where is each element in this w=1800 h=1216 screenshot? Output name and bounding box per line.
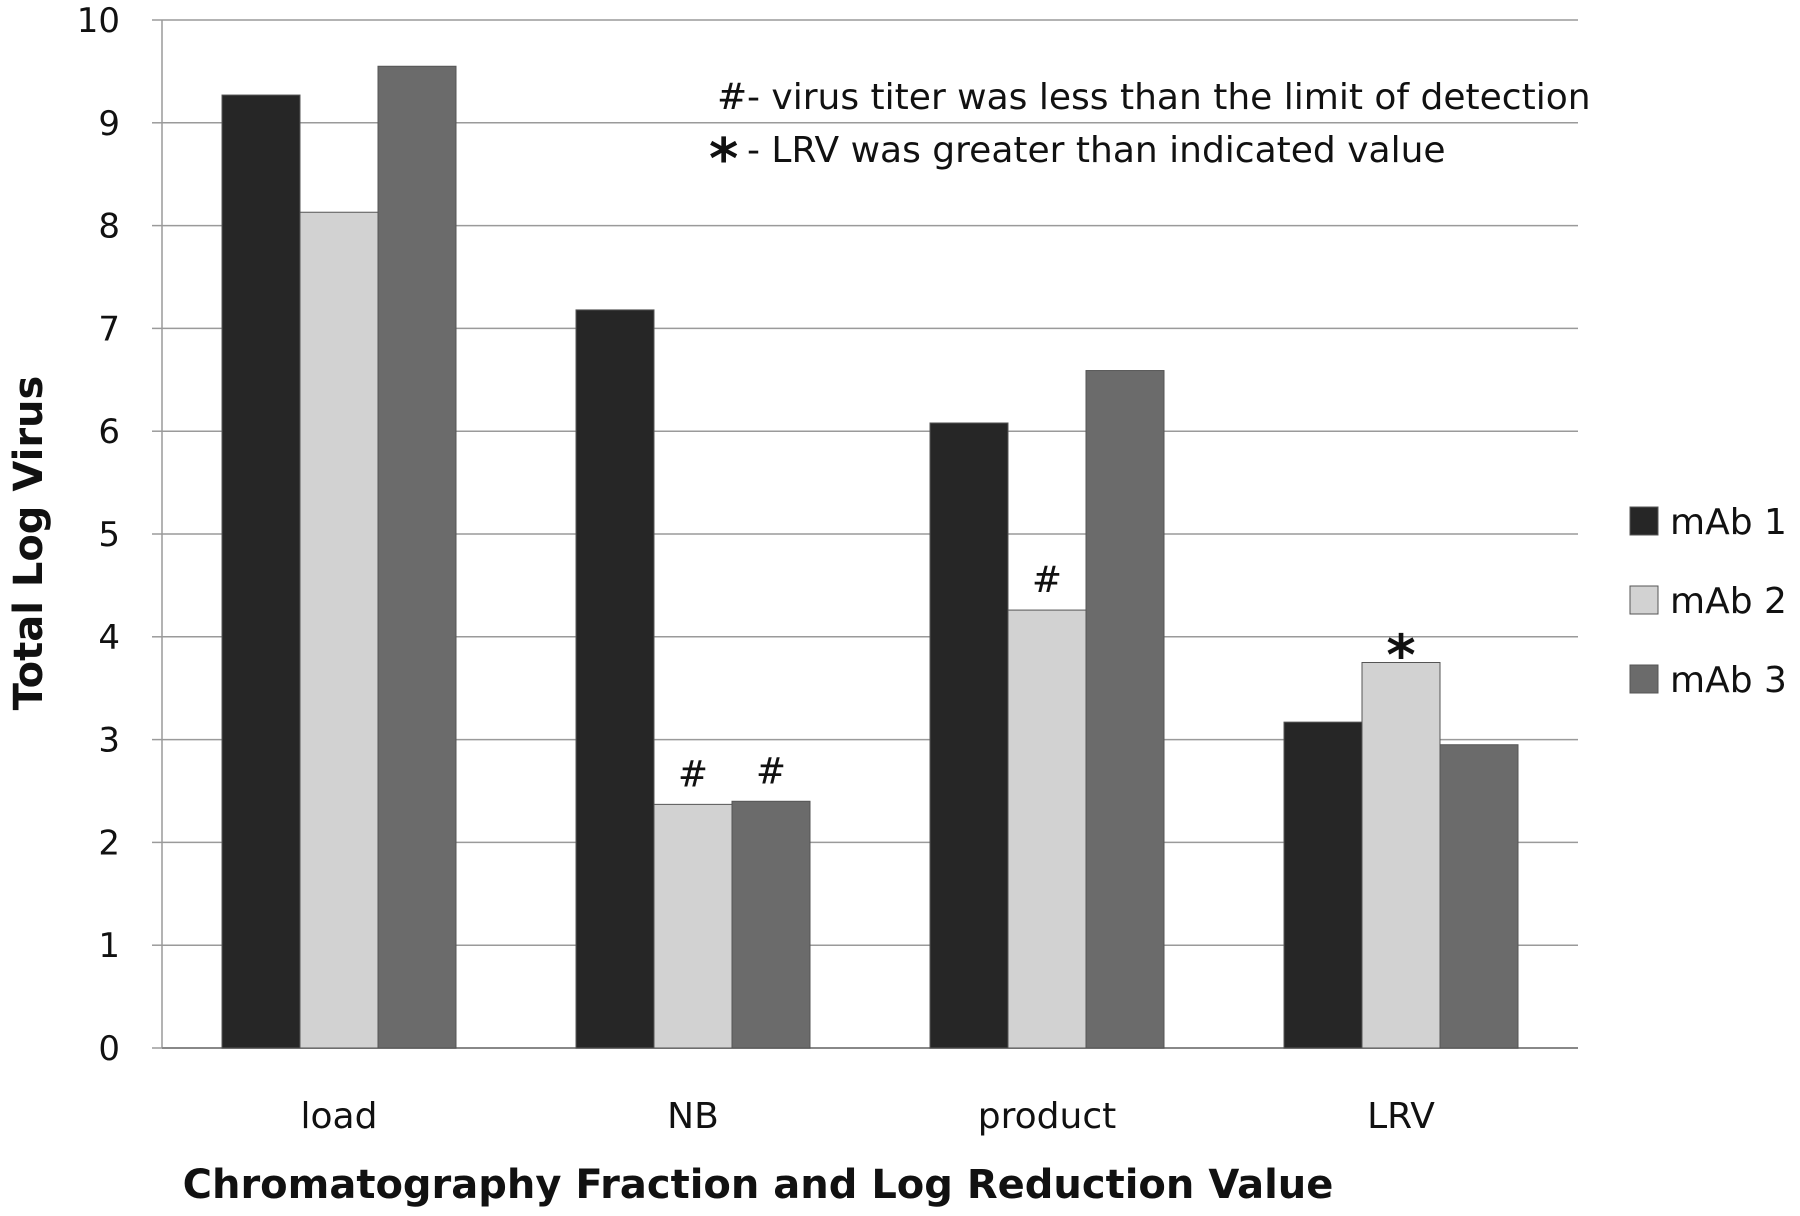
legend: mAb 1 mAb 2 mAb 3 bbox=[1629, 502, 1787, 701]
y-tick-label: 10 bbox=[77, 1, 120, 41]
bar-load-mab1 bbox=[221, 94, 301, 1049]
y-tick-label: 3 bbox=[98, 721, 120, 761]
y-tick-label: 5 bbox=[98, 515, 120, 555]
hash-marker: # bbox=[756, 751, 786, 792]
x-axis-title: Chromatography Fraction and Log Reductio… bbox=[183, 1162, 1334, 1208]
hash-marker: # bbox=[1032, 560, 1062, 601]
legend-label: mAb 3 bbox=[1670, 660, 1787, 701]
bars bbox=[221, 65, 1519, 1049]
y-tick-label: 7 bbox=[98, 309, 120, 349]
bar-nb-mab1 bbox=[575, 309, 655, 1049]
bar-load-mab2 bbox=[299, 211, 379, 1049]
category-label: product bbox=[978, 1096, 1116, 1137]
legend-label: mAb 1 bbox=[1670, 502, 1787, 543]
bar-nb-mab3 bbox=[731, 800, 811, 1049]
annotation-hash-text: - virus titer was less than the limit of… bbox=[747, 77, 1591, 118]
annotation-star-text: - LRV was greater than indicated value bbox=[747, 130, 1446, 171]
legend-swatch bbox=[1629, 585, 1659, 615]
bar-load-mab3 bbox=[377, 65, 457, 1049]
y-tick-label: 6 bbox=[98, 412, 120, 452]
bar-lrv-mab2 bbox=[1361, 662, 1441, 1049]
y-tick-label: 8 bbox=[98, 207, 120, 247]
bar-lrv-mab1 bbox=[1283, 721, 1363, 1049]
bar-product-mab2 bbox=[1007, 609, 1087, 1049]
y-tick-label: 1 bbox=[98, 926, 120, 966]
y-tick-label: 0 bbox=[98, 1029, 120, 1069]
hash-marker: # bbox=[678, 754, 708, 795]
y-tick-labels: 0 1 2 3 4 5 6 7 8 9 10 bbox=[77, 1, 120, 1069]
annotation-star-symbol: * bbox=[709, 127, 738, 192]
y-tick-label: 2 bbox=[98, 823, 120, 863]
bar-nb-mab2 bbox=[653, 803, 733, 1049]
category-label: load bbox=[301, 1096, 378, 1137]
bar-markers: # # # * bbox=[678, 560, 1416, 795]
annotation-hash-symbol: # bbox=[717, 77, 747, 118]
star-marker: * bbox=[1386, 624, 1415, 689]
bar-product-mab3 bbox=[1085, 370, 1165, 1049]
legend-swatch bbox=[1629, 506, 1659, 536]
bar-product-mab1 bbox=[929, 422, 1009, 1049]
legend-label: mAb 2 bbox=[1670, 581, 1787, 622]
bar-lrv-mab3 bbox=[1439, 744, 1519, 1049]
y-tick-label: 9 bbox=[98, 104, 120, 144]
legend-swatch bbox=[1629, 664, 1659, 694]
category-label: LRV bbox=[1367, 1096, 1435, 1137]
annotation-note: # - virus titer was less than the limit … bbox=[709, 77, 1591, 192]
category-labels: load NB product LRV bbox=[301, 1096, 1436, 1137]
y-tick-label: 4 bbox=[98, 618, 120, 658]
category-label: NB bbox=[667, 1096, 719, 1137]
y-axis-title: Total Log Virus bbox=[6, 376, 52, 711]
